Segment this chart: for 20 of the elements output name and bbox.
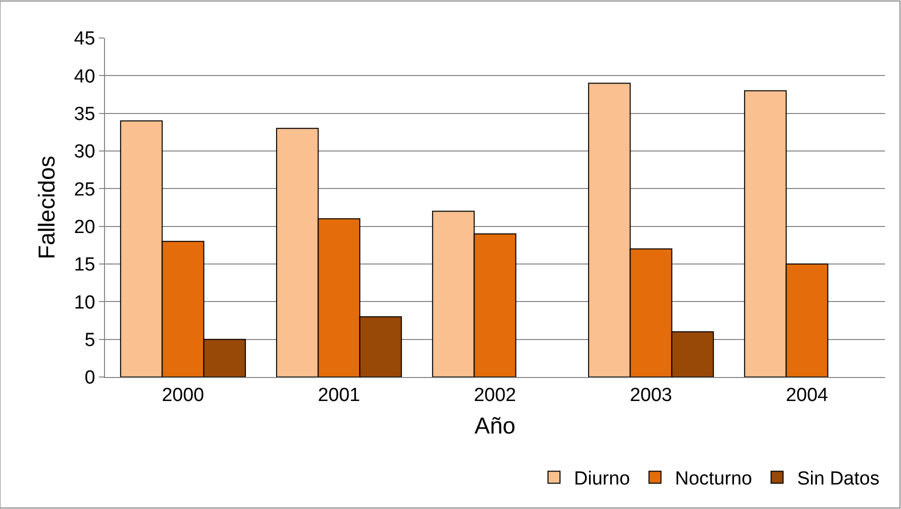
x-tick-label: 2000 [162, 384, 204, 406]
y-tick-label: 30 [74, 142, 96, 163]
x-tick-label: 2002 [474, 384, 516, 406]
y-tick-label: 5 [84, 330, 96, 351]
y-tick-label: 45 [74, 28, 96, 50]
y-tick-label: 15 [74, 254, 96, 276]
y-tick-label: 20 [74, 216, 96, 238]
y-tick-label: 0 [84, 368, 96, 389]
y-tick-label: 35 [74, 104, 96, 125]
x-tick-label: 2003 [630, 384, 672, 406]
y-tick-label: 10 [74, 292, 96, 314]
legend-label: Diurno [574, 468, 630, 490]
y-tick-label: 25 [74, 179, 96, 200]
x-axis-title: Año [474, 412, 516, 438]
y-tick-label: 40 [74, 66, 96, 88]
legend-label: Sin Datos [797, 468, 880, 490]
legend-label: Nocturno [674, 468, 752, 490]
x-tick-label: 2001 [318, 384, 360, 406]
x-tick-label: 2004 [786, 384, 829, 406]
y-axis-title: Fallecidos [34, 156, 60, 260]
